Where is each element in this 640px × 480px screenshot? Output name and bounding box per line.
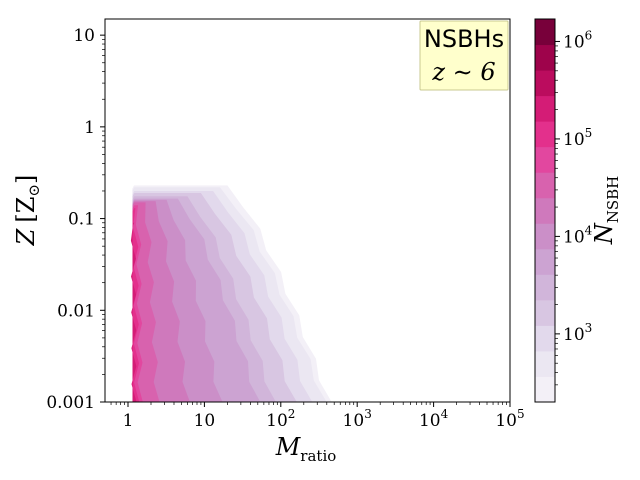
y-axis-label-sun: ⊙ <box>25 184 43 197</box>
x-tick-label: 104 <box>419 407 449 431</box>
colorbar-segment <box>535 274 555 301</box>
colorbar-segment <box>535 350 555 377</box>
colorbar-segment <box>535 44 555 71</box>
y-tick-label: 10 <box>73 26 95 46</box>
y-tick-label: 1 <box>84 118 95 138</box>
annotation-line-2: z ∼ 6 <box>431 58 495 86</box>
colorbar-segment <box>535 376 555 403</box>
contour-level-11 <box>130 222 137 402</box>
colorbar-segment <box>535 70 555 97</box>
x-tick-label: 105 <box>495 407 524 431</box>
y-axis-label-close: ] <box>12 175 40 184</box>
colorbar-frame <box>534 18 556 403</box>
colorbar-segment <box>535 95 555 122</box>
y-tick-label: 0.01 <box>57 301 95 321</box>
colorbar-segment <box>535 325 555 352</box>
colorbar-segment <box>535 223 555 250</box>
colorbar-segment <box>535 197 555 224</box>
colorbar-segment <box>535 248 555 275</box>
annotation-background <box>419 20 509 91</box>
x-axis-label-sub: ratio <box>300 447 336 465</box>
y-tick-label: 0.001 <box>46 393 95 413</box>
colorbar-label: NNSBH <box>590 176 622 246</box>
colorbar-segment <box>535 121 555 148</box>
colorbar-ticks: 103 104 105 106 <box>555 28 593 386</box>
y-axis-label-open: [ <box>12 213 40 222</box>
contour-layer <box>130 185 332 402</box>
x-tick-label: 1 <box>123 411 134 431</box>
y-axis-label-main: Z <box>12 227 40 246</box>
plot-frame <box>104 18 511 403</box>
colorbar-label-sub: NSBH <box>604 176 622 224</box>
x-tick-label: 103 <box>343 407 372 431</box>
colorbar-segment <box>535 299 555 326</box>
y-tick-label: 0.1 <box>68 210 95 230</box>
colorbar <box>535 19 555 403</box>
x-tick-label: 102 <box>266 407 295 431</box>
y-axis-label: Z[Z⊙] <box>12 175 43 247</box>
annotation-line-1: NSBHs <box>424 25 504 53</box>
colorbar-tick-label: 103 <box>563 321 592 345</box>
x-axis-label-main: M <box>275 433 302 461</box>
colorbar-tick-label: 105 <box>563 126 592 150</box>
x-tick-label: 10 <box>194 411 216 431</box>
axis-ticks: 1 10 102 103 104 105 0.001 0.01 0.1 1 10 <box>46 26 524 431</box>
colorbar-label-main: N <box>590 222 618 245</box>
colorbar-segment <box>535 146 555 173</box>
x-axis-label: Mratio <box>275 433 337 465</box>
colorbar-segment <box>535 19 555 46</box>
annotation-box: NSBHs z ∼ 6 <box>419 20 509 91</box>
y-axis-label-unit: Z <box>12 197 40 214</box>
colorbar-tick-label: 106 <box>563 28 592 52</box>
colorbar-tick-label: 104 <box>563 223 593 247</box>
colorbar-segment <box>535 172 555 199</box>
